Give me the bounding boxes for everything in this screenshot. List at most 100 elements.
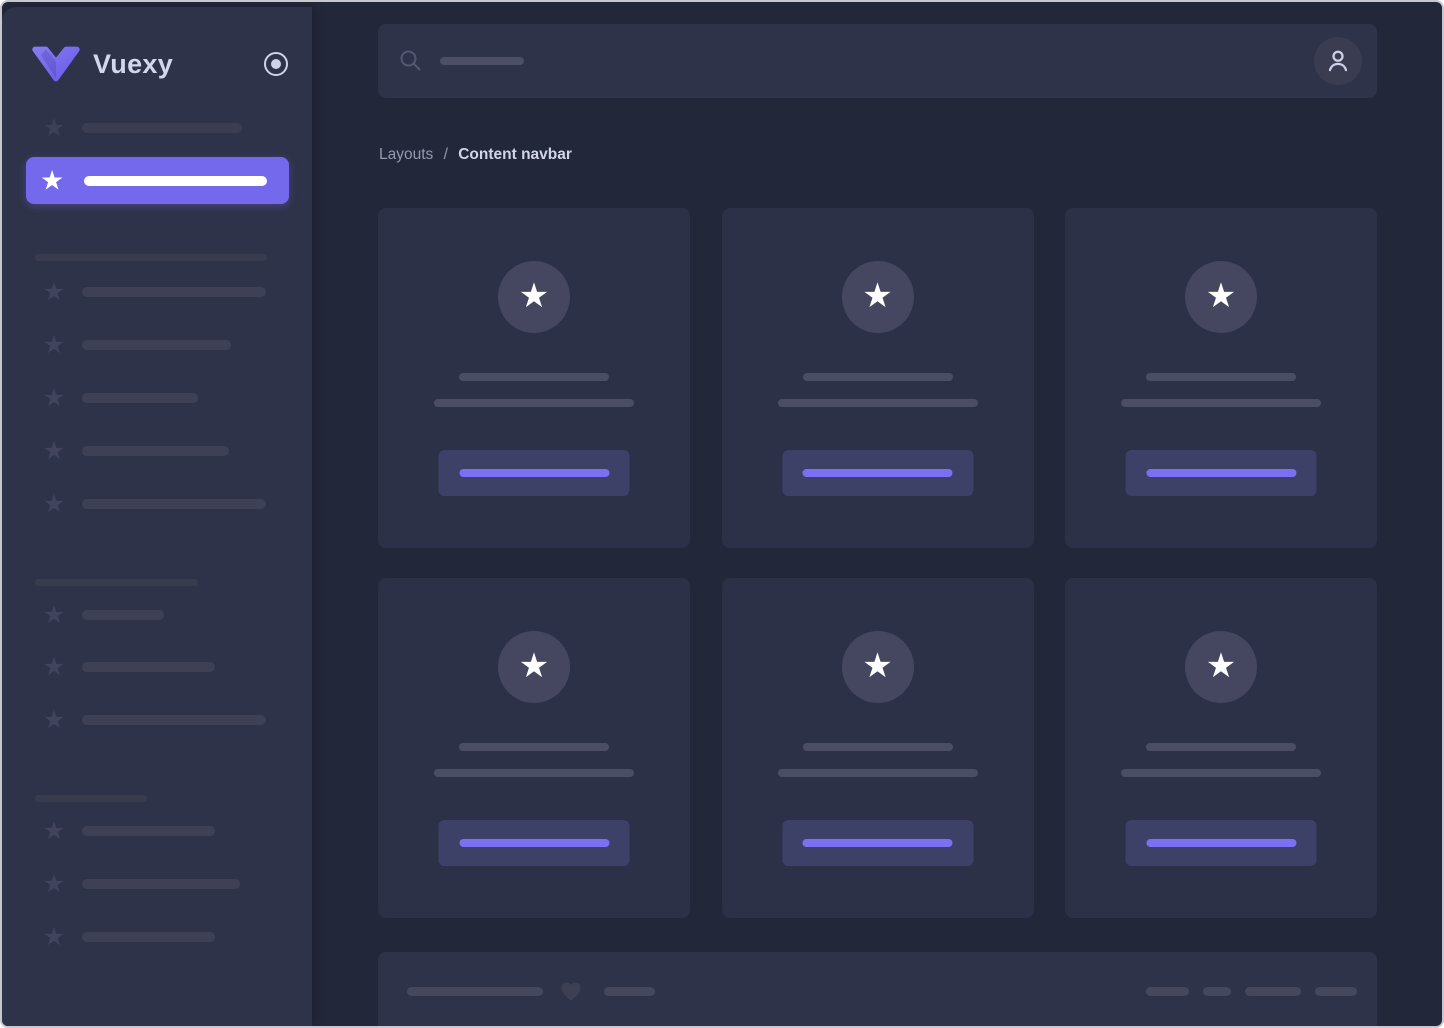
card-row: ★ ★ ★ bbox=[378, 208, 1377, 548]
user-avatar[interactable] bbox=[1314, 37, 1362, 85]
sidebar-item[interactable]: ★ bbox=[2, 871, 312, 897]
footer-skeleton-bar bbox=[604, 986, 655, 996]
sidebar-item[interactable]: ★ bbox=[2, 818, 312, 844]
footer-skeleton-bar bbox=[1245, 986, 1301, 996]
footer-content bbox=[378, 978, 1377, 1004]
sidebar-item[interactable]: ★ bbox=[2, 924, 312, 950]
card-grid: ★ ★ ★ ★ bbox=[378, 208, 1377, 918]
sidebar-item[interactable]: ★ bbox=[2, 115, 312, 141]
top-navbar bbox=[378, 24, 1377, 98]
card-avatar-circle: ★ bbox=[841, 631, 914, 703]
active-item-label-skeleton bbox=[84, 175, 267, 186]
sidebar-item[interactable]: ★ bbox=[2, 491, 312, 517]
sidebar-item[interactable]: ★ bbox=[2, 654, 312, 680]
card-avatar-circle: ★ bbox=[1185, 631, 1257, 703]
sidebar-item-active[interactable]: ★ bbox=[26, 157, 289, 204]
footer-card bbox=[378, 952, 1377, 1026]
star-icon: ★ bbox=[518, 646, 550, 685]
footer-skeleton-bar bbox=[1146, 986, 1189, 996]
sidebar-item[interactable]: ★ bbox=[2, 602, 312, 628]
card-button[interactable] bbox=[782, 820, 973, 866]
button-label-skeleton bbox=[459, 839, 609, 847]
card-subtitle-skeleton bbox=[777, 399, 978, 407]
card-subtitle-skeleton bbox=[1121, 769, 1321, 777]
card-button[interactable] bbox=[1125, 450, 1317, 496]
card-button[interactable] bbox=[782, 450, 973, 496]
item-label-skeleton bbox=[82, 610, 164, 620]
section-header-skeleton bbox=[35, 795, 147, 802]
footer-right-group bbox=[1146, 986, 1357, 996]
star-icon: ★ bbox=[42, 384, 66, 412]
content-card: ★ bbox=[721, 208, 1034, 548]
breadcrumb-parent[interactable]: Layouts bbox=[379, 146, 434, 163]
item-label-skeleton bbox=[82, 879, 240, 889]
star-icon: ★ bbox=[42, 490, 66, 518]
star-icon: ★ bbox=[1205, 646, 1237, 685]
star-icon: ★ bbox=[42, 278, 66, 306]
star-icon: ★ bbox=[862, 646, 893, 685]
brand-row: Vuexy bbox=[32, 41, 288, 87]
breadcrumb-current: Content navbar bbox=[458, 146, 572, 163]
card-button[interactable] bbox=[438, 820, 630, 866]
star-icon: ★ bbox=[862, 276, 893, 315]
star-icon: ★ bbox=[1205, 276, 1237, 315]
star-icon: ★ bbox=[42, 706, 66, 734]
card-subtitle-skeleton bbox=[1121, 399, 1321, 407]
star-icon: ★ bbox=[42, 437, 66, 465]
button-label-skeleton bbox=[459, 469, 609, 477]
content-card: ★ bbox=[378, 578, 690, 918]
item-label-skeleton bbox=[82, 340, 231, 350]
section-header-skeleton bbox=[35, 254, 267, 261]
item-label-skeleton bbox=[82, 932, 215, 942]
card-avatar-circle: ★ bbox=[498, 631, 570, 703]
sidebar-item[interactable]: ★ bbox=[2, 438, 312, 464]
breadcrumb-separator: / bbox=[443, 146, 448, 163]
search-icon[interactable] bbox=[398, 48, 424, 74]
item-label-skeleton bbox=[82, 499, 266, 509]
sidebar-item[interactable]: ★ bbox=[2, 385, 312, 411]
card-row: ★ ★ ★ bbox=[378, 578, 1377, 918]
person-icon bbox=[1328, 50, 1348, 72]
record-circle-icon[interactable] bbox=[264, 52, 288, 76]
item-label-skeleton bbox=[82, 715, 266, 725]
card-title-skeleton bbox=[1146, 743, 1296, 751]
button-label-skeleton bbox=[802, 469, 953, 477]
brand-name: Vuexy bbox=[93, 48, 174, 79]
item-label-skeleton bbox=[82, 446, 229, 456]
item-label-skeleton bbox=[82, 393, 198, 403]
card-title-skeleton bbox=[1146, 373, 1296, 381]
button-label-skeleton bbox=[1146, 469, 1296, 477]
sidebar-item[interactable]: ★ bbox=[2, 332, 312, 358]
card-subtitle-skeleton bbox=[434, 399, 634, 407]
button-label-skeleton bbox=[802, 839, 953, 847]
card-button[interactable] bbox=[1125, 820, 1317, 866]
card-title-skeleton bbox=[802, 743, 953, 751]
item-label-skeleton bbox=[82, 662, 215, 672]
sidebar-menu: ★ ★ ★ ★ ★ ★ ★ ★ ★ ★ ★ ★ ★ bbox=[2, 7, 312, 1026]
breadcrumb: Layouts / Content navbar bbox=[379, 146, 572, 164]
card-subtitle-skeleton bbox=[777, 769, 978, 777]
footer-skeleton-bar bbox=[1315, 986, 1357, 996]
item-label-skeleton bbox=[82, 123, 242, 133]
content-card: ★ bbox=[721, 578, 1034, 918]
card-title-skeleton bbox=[802, 373, 953, 381]
heart-icon[interactable] bbox=[558, 978, 584, 1004]
footer-skeleton-bar bbox=[407, 986, 543, 996]
sidebar-item[interactable]: ★ bbox=[2, 707, 312, 733]
card-button[interactable] bbox=[438, 450, 630, 496]
card-avatar-circle: ★ bbox=[498, 261, 570, 333]
footer-skeleton-bar bbox=[1203, 986, 1231, 996]
star-icon: ★ bbox=[40, 165, 65, 195]
section-header-skeleton bbox=[35, 579, 198, 586]
star-icon: ★ bbox=[518, 276, 550, 315]
card-avatar-circle: ★ bbox=[1185, 261, 1257, 333]
star-icon: ★ bbox=[42, 870, 66, 898]
star-icon: ★ bbox=[42, 114, 66, 142]
content-card: ★ bbox=[1065, 578, 1377, 918]
vuexy-v-logo-icon bbox=[32, 46, 80, 82]
search-placeholder-skeleton[interactable] bbox=[440, 57, 524, 65]
content-card: ★ bbox=[378, 208, 690, 548]
sidebar: Vuexy ★ ★ ★ ★ ★ ★ ★ ★ ★ ★ ★ ★ ★ bbox=[2, 7, 312, 1026]
sidebar-item[interactable]: ★ bbox=[2, 279, 312, 305]
